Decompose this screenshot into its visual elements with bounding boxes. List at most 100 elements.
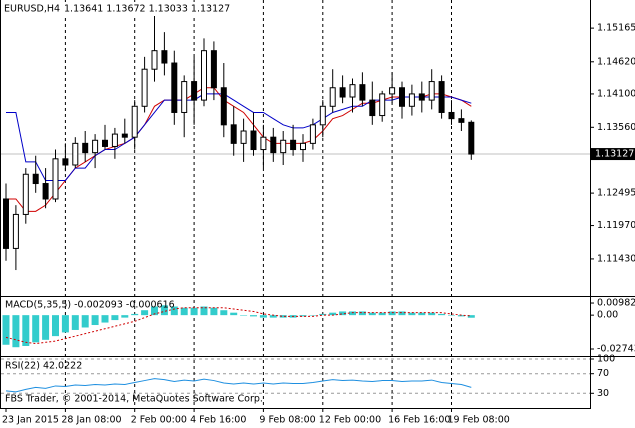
candle-body <box>230 124 237 144</box>
x-tick-label: 2 Feb 00:00 <box>131 415 187 426</box>
macd-bar <box>329 312 337 316</box>
header-bg <box>2 2 220 16</box>
macd-bar <box>22 315 30 346</box>
candle-body <box>369 99 376 117</box>
macd-bar <box>131 313 139 316</box>
candle-body <box>42 183 49 200</box>
y-tick-label: 1.11970 <box>597 220 635 231</box>
macd-bar <box>121 315 129 318</box>
macd-bar <box>339 311 347 316</box>
macd-bar <box>180 307 188 316</box>
macd-signal <box>5 307 472 345</box>
candle-body <box>329 87 336 107</box>
macd-bar <box>141 310 149 316</box>
y-tick-label: 1.11430 <box>597 253 635 264</box>
macd-bar <box>368 312 376 316</box>
candle-body <box>181 81 188 113</box>
quote: 1.13641 1.13672 1.13033 1.13127 <box>64 4 230 15</box>
macd-bar <box>220 310 228 316</box>
candle-body <box>359 84 366 101</box>
candle-body <box>290 139 297 151</box>
candle-body <box>82 142 89 154</box>
macd-bar <box>457 315 465 317</box>
candle-body <box>92 139 99 154</box>
indicator-line <box>6 87 472 212</box>
macd-bar <box>428 312 436 316</box>
macd-bar <box>309 315 317 316</box>
candle-body <box>379 93 386 117</box>
candle-body <box>240 130 247 144</box>
macd-bar <box>398 311 406 316</box>
candle-body <box>438 81 445 113</box>
macd-bar <box>467 315 475 318</box>
candle-body <box>12 213 19 249</box>
candle-body <box>418 93 425 101</box>
macd-bar <box>12 315 20 348</box>
candle-body <box>408 93 415 107</box>
x-tick-label: 19 Feb 08:00 <box>448 415 510 426</box>
candle-body <box>448 111 455 120</box>
macd-bar <box>259 315 267 318</box>
macd-bar <box>91 315 99 326</box>
candle-body <box>339 87 346 98</box>
copyright: FBS Trader, © 2001-2014, MetaQuotes Soft… <box>5 394 263 405</box>
candle-body <box>319 105 326 126</box>
candle-body <box>468 121 475 155</box>
macd-bar <box>101 315 109 323</box>
candle-body <box>3 198 9 249</box>
macd-bar <box>358 311 366 316</box>
macd-bar <box>61 315 69 333</box>
macd-bar <box>269 315 277 318</box>
macd-bar <box>378 312 386 316</box>
candle-body <box>141 68 148 107</box>
macd-bar <box>230 312 238 316</box>
candle-body <box>349 84 356 98</box>
candle-body <box>191 81 198 101</box>
macd-bar <box>151 306 158 316</box>
y-tick-label: 1.13560 <box>597 122 635 133</box>
y-tick-label: 30 <box>597 388 609 399</box>
macd-bar <box>418 312 426 316</box>
candle-body <box>399 87 405 107</box>
macd-bar <box>32 315 40 343</box>
macd-bar <box>52 315 59 337</box>
candle-body <box>458 118 465 123</box>
macd-bar <box>71 315 79 330</box>
macd-label: MACD(5,35,5) -0.002093 -0.000616 <box>5 300 175 311</box>
candle-body <box>280 139 287 154</box>
rsi-label: RSI(22) 42.0222 <box>5 361 82 372</box>
candle-body <box>32 173 39 185</box>
macd-bar <box>210 307 218 316</box>
macd-bar <box>438 313 446 316</box>
candle-body <box>62 158 69 166</box>
candle-body <box>22 173 29 215</box>
candle-body <box>171 62 178 113</box>
candle-body <box>131 105 138 138</box>
price-tag <box>591 148 635 161</box>
macd-bar <box>240 315 248 316</box>
indicator-line <box>6 93 472 181</box>
macd-bar <box>2 315 10 345</box>
candle-body <box>309 124 316 144</box>
macd-bar <box>299 315 307 317</box>
macd-bar <box>111 315 119 321</box>
rsi-line <box>5 378 472 393</box>
y-tick-label: 0.009822 <box>597 298 635 309</box>
candle-body <box>201 50 207 101</box>
candle-body <box>161 50 168 64</box>
y-tick-label: 70 <box>597 368 609 379</box>
candle-body <box>210 50 217 89</box>
macd-bar <box>279 315 287 318</box>
y-tick-label: 1.12495 <box>597 188 635 199</box>
macd-bar <box>408 312 416 316</box>
y-tick-label: 0.00 <box>597 310 618 321</box>
candle-body <box>72 142 79 166</box>
x-tick-label: 23 Jan 2015 <box>2 415 59 426</box>
x-tick-label: 12 Feb 00:00 <box>319 415 381 426</box>
candle-body <box>52 158 59 200</box>
macd-bar <box>388 311 396 316</box>
x-tick-label: 9 Feb 08:00 <box>259 415 315 426</box>
